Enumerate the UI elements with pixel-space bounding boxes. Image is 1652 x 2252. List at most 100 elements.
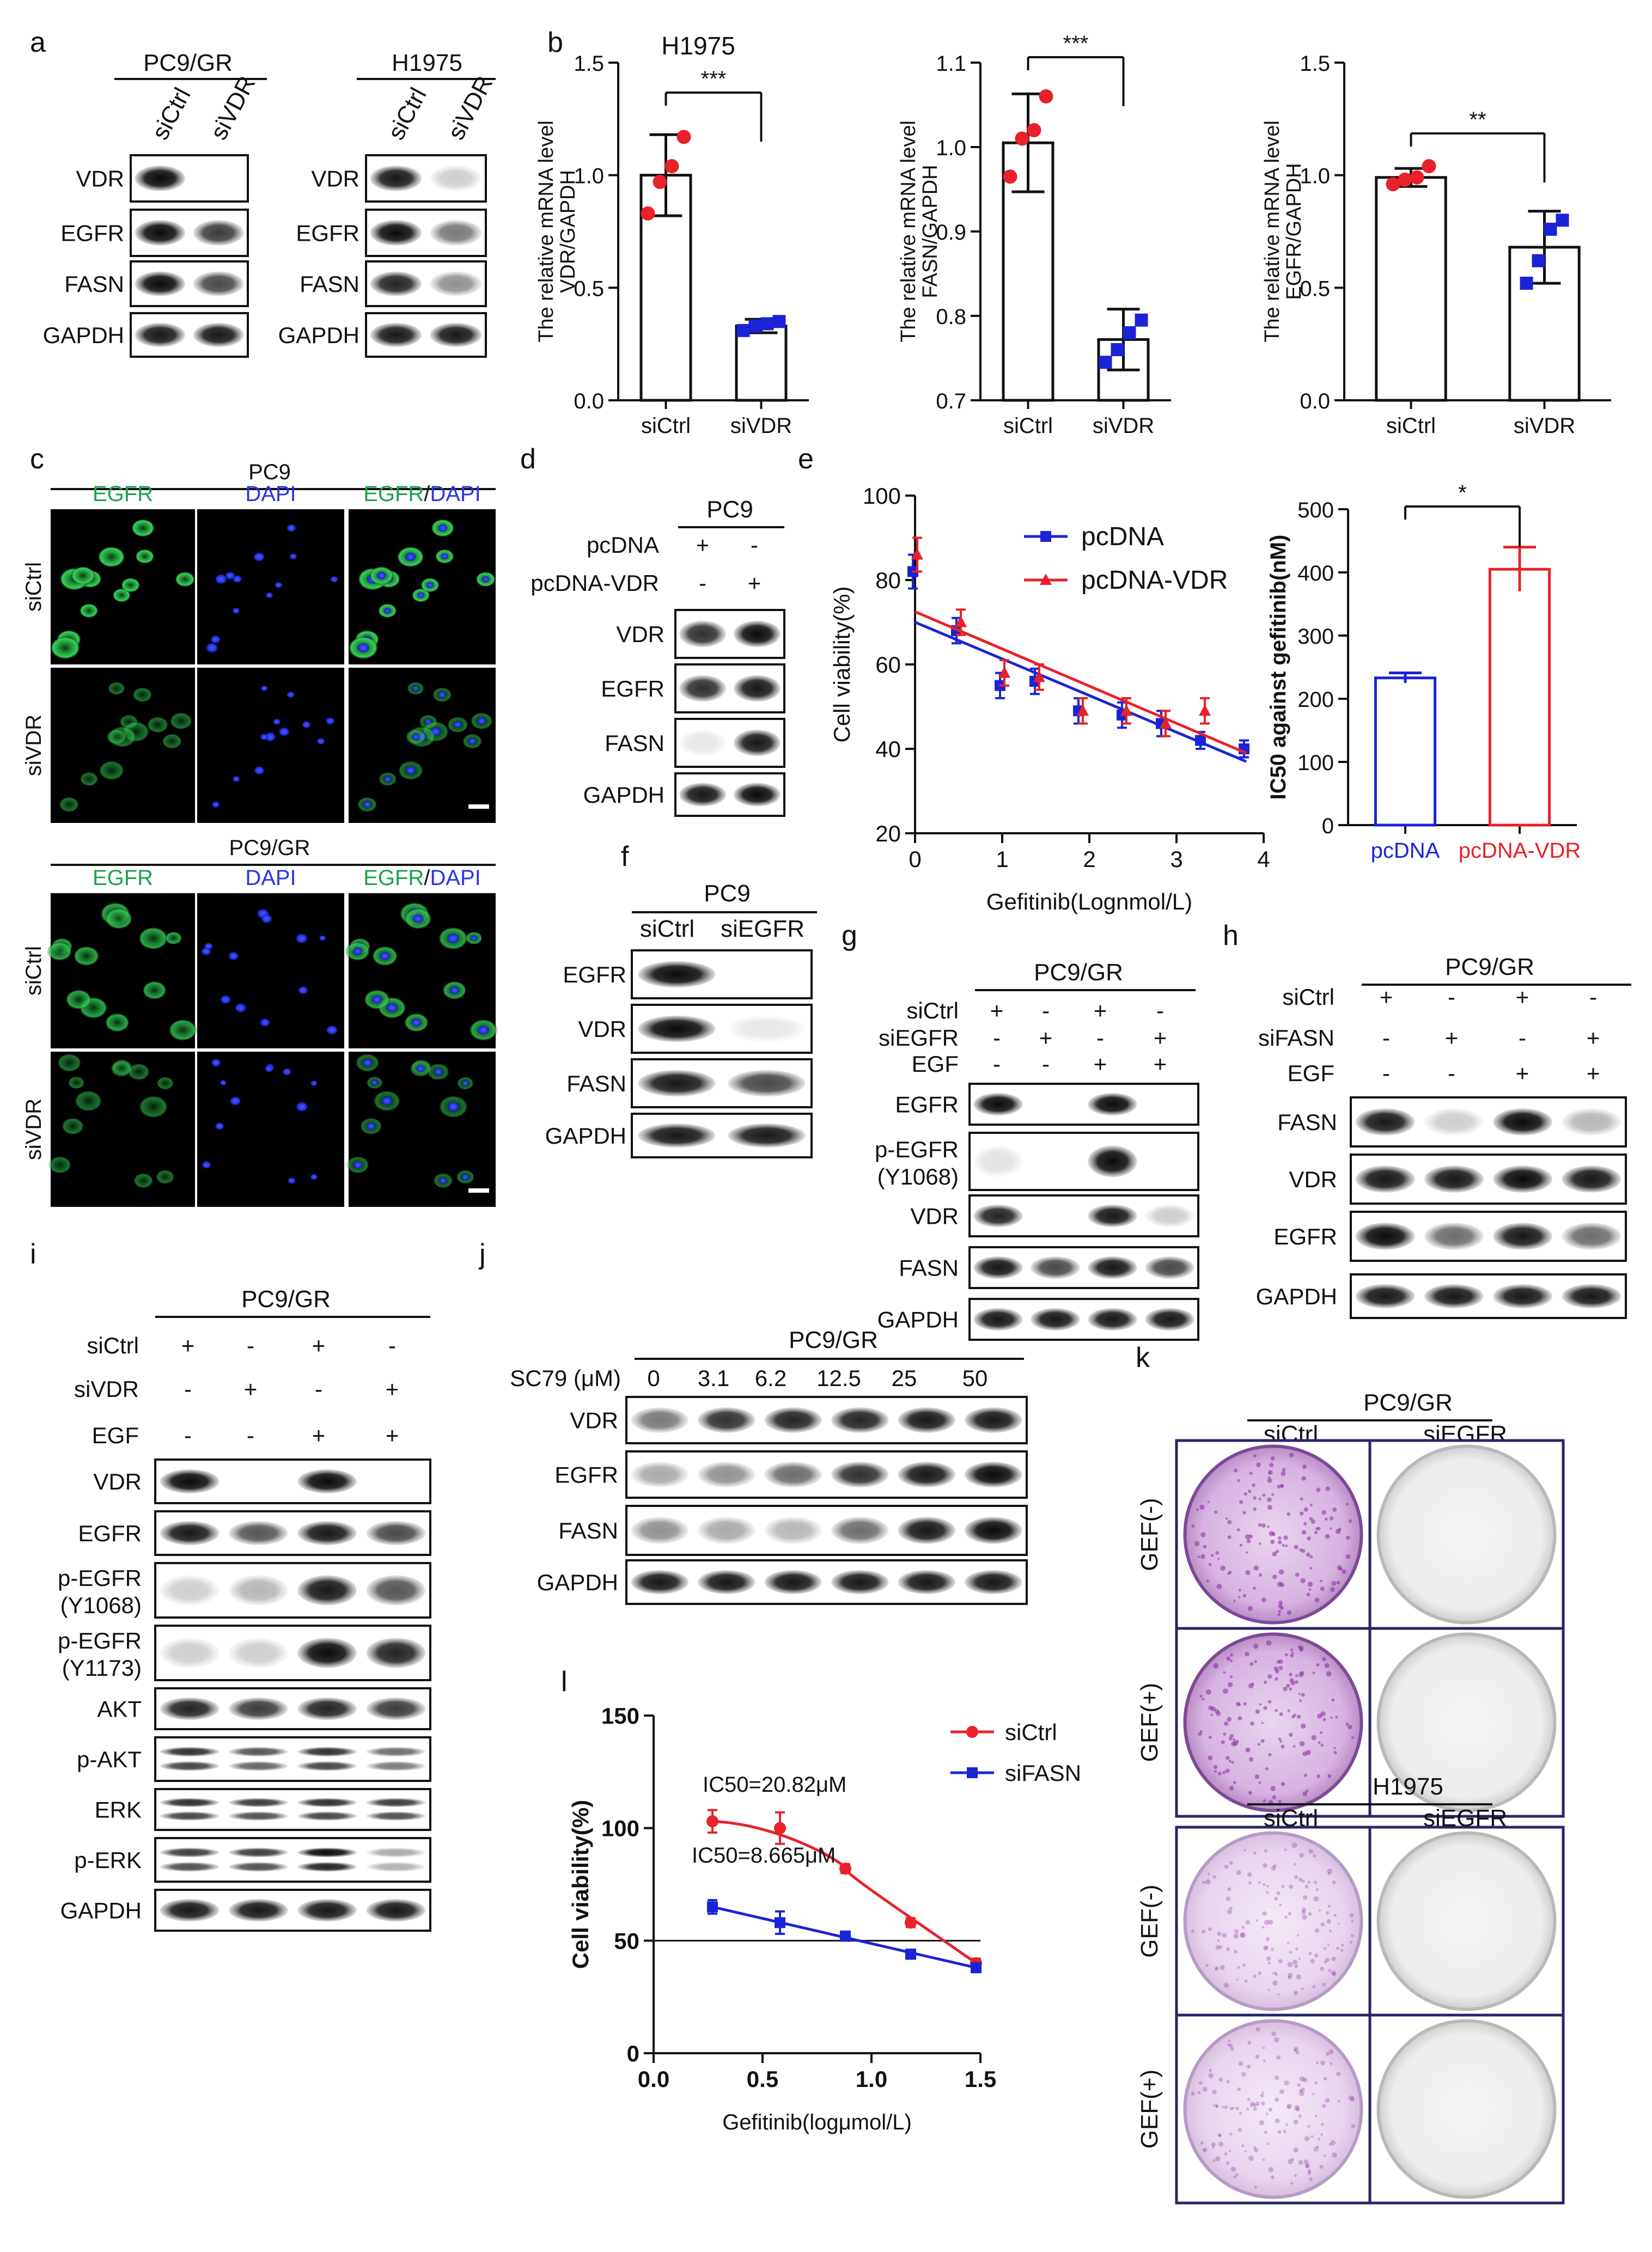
blot-title: PC9 xyxy=(704,880,751,907)
data-point xyxy=(998,666,1010,678)
condition-sign: - xyxy=(315,1376,322,1402)
cell-nucleus xyxy=(433,1067,443,1076)
cell-nucleus xyxy=(477,717,487,725)
condition-sign: - xyxy=(247,1423,254,1448)
colony xyxy=(1321,2122,1324,2126)
colony xyxy=(1299,1853,1304,1858)
condition-sign: - xyxy=(388,1333,396,1358)
x-category-label: siVDR xyxy=(730,414,792,438)
colony xyxy=(1298,1672,1304,1677)
cell-egfr xyxy=(110,1060,132,1077)
colony xyxy=(1266,1891,1269,1894)
colony xyxy=(1295,2050,1300,2055)
cell-nucleus xyxy=(229,1096,242,1106)
row-label: GAPDH xyxy=(60,1898,142,1924)
colony xyxy=(1266,1956,1271,1961)
colony xyxy=(1329,1930,1332,1933)
panel-letter-l: l xyxy=(561,1666,568,1698)
colony xyxy=(1284,1915,1288,1919)
colony xyxy=(1206,1579,1209,1583)
chart-e-ic50: 0 100 200 300 400 500 pcDNA pcDNA-VDR * IC50 agai… xyxy=(1266,481,1581,863)
lane-label: siCtrl xyxy=(383,83,432,144)
cell-nucleus xyxy=(301,721,312,729)
blot-band xyxy=(631,1462,688,1487)
x-tick-label: 1 xyxy=(996,846,1008,872)
blot-band xyxy=(698,1517,755,1544)
cell-nucleus xyxy=(287,1177,296,1185)
data-point xyxy=(905,1949,916,1960)
colony xyxy=(1242,1594,1247,1597)
colony xyxy=(1215,2105,1218,2109)
colony xyxy=(1293,1745,1296,1748)
colony xyxy=(1289,1884,1294,1889)
blot-VDR xyxy=(625,1396,1028,1444)
blot-band xyxy=(370,166,422,191)
chart-b-fasn: 0.7 0.8 0.9 1.0 1.1 siCtrl siVDR *** The relativ… xyxy=(897,32,1171,438)
channel-label: EGFR xyxy=(93,482,153,506)
colony xyxy=(1294,1545,1299,1549)
colony xyxy=(1261,1597,1266,1603)
blot-band xyxy=(1493,1223,1552,1250)
colony xyxy=(1230,1675,1233,1679)
cell-nucleus xyxy=(205,642,218,654)
data-point xyxy=(707,1901,718,1913)
blot-band xyxy=(370,271,422,296)
colony xyxy=(1297,1645,1301,1649)
blot-band xyxy=(831,1570,889,1594)
cell-nucleus xyxy=(260,733,269,741)
blot-band xyxy=(297,1847,357,1858)
blot-band xyxy=(370,323,422,347)
legend-marker xyxy=(1040,573,1052,585)
colony xyxy=(1248,2155,1254,2161)
panel-c-title: PC9 xyxy=(248,460,291,484)
colony xyxy=(1229,2044,1233,2048)
blot-band xyxy=(734,729,781,756)
blot-VDR xyxy=(1350,1154,1627,1205)
colony xyxy=(1226,1947,1230,1951)
colony xyxy=(1325,2052,1330,2056)
colony xyxy=(1287,2103,1292,2109)
colony xyxy=(1277,1582,1283,1587)
colony xyxy=(1198,1732,1202,1736)
fit-line xyxy=(915,610,1247,755)
colony xyxy=(1320,1579,1322,1583)
colony xyxy=(1288,2159,1293,2164)
fit-curve xyxy=(712,1820,977,1964)
colony xyxy=(1266,2142,1269,2145)
row-label: FASN xyxy=(605,730,665,756)
blot-band xyxy=(638,1015,716,1042)
blot-FASN xyxy=(674,718,785,768)
colony xyxy=(1299,2076,1305,2082)
y-tick-label: 60 xyxy=(875,652,901,678)
colony xyxy=(1301,1910,1306,1915)
colony xyxy=(1330,1586,1335,1592)
colony xyxy=(1267,1700,1272,1704)
colony xyxy=(1253,1507,1257,1511)
panel-letter-e: e xyxy=(798,443,814,475)
colony xyxy=(1216,1583,1222,1589)
colony xyxy=(1295,1680,1299,1684)
cell-nucleus xyxy=(412,685,419,692)
colony xyxy=(1327,1774,1332,1778)
cell-nucleus xyxy=(461,1173,470,1181)
blot-band xyxy=(229,1638,288,1668)
cell-nucleus xyxy=(295,1101,309,1112)
cell-egfr xyxy=(156,1076,174,1090)
colony xyxy=(1235,2107,1240,2110)
colony xyxy=(1308,1588,1312,1591)
panel-c-block-1: PC9/GR EGFR DAPI EGFR/DAPI siCtrl siVDR xyxy=(22,836,498,1207)
colony xyxy=(1336,1946,1340,1950)
condition-label: pcDNA-VDR xyxy=(531,570,659,596)
cell-nucleus xyxy=(437,691,447,699)
colony xyxy=(1291,1651,1294,1654)
x-tick-label: 4 xyxy=(1257,846,1270,872)
colony xyxy=(1342,1569,1346,1574)
condition-sign: + xyxy=(1587,1060,1600,1086)
cell-nucleus xyxy=(357,642,370,654)
row-label: GAPDH xyxy=(583,782,665,808)
colony xyxy=(1270,1540,1275,1544)
blot-band xyxy=(965,1407,1022,1433)
colony xyxy=(1295,1572,1300,1577)
micrograph xyxy=(47,893,198,1048)
condition-sign: - xyxy=(1042,998,1050,1023)
